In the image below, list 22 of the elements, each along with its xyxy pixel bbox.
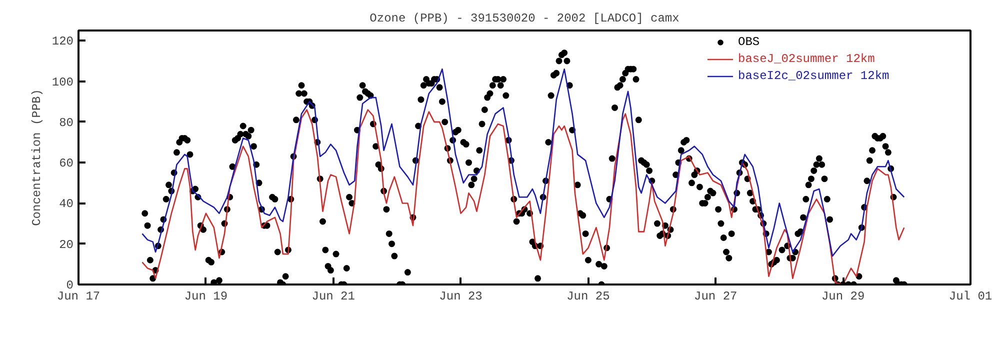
x-tick-label: Jul 01 (948, 290, 992, 304)
y-tick-label: 100 (52, 75, 74, 90)
x-tick-label: Jun 25 (566, 290, 610, 304)
x-tick-label: Jun 21 (312, 290, 355, 304)
legend-label: baseJ_02summer 12km (738, 52, 876, 66)
x-tick-label: Jun 27 (694, 290, 738, 304)
x-tick-label: Jun 19 (184, 290, 228, 304)
x-tick-label: Jun 17 (56, 290, 100, 304)
line-series (142, 68, 905, 257)
line-series (142, 109, 905, 284)
y-tick-label: 0 (66, 278, 74, 292)
y-tick-label: 120 (52, 34, 74, 49)
x-tick-label: Jun 29 (821, 290, 865, 304)
y-tick-label: 60 (59, 156, 74, 171)
legend-label: baseI2c_02summer 12km (738, 69, 890, 83)
y-axis-title: Concentration (PPB) (30, 89, 44, 226)
y-tick-label: 80 (59, 116, 74, 130)
x-tick-label: Jun 23 (439, 290, 482, 304)
y-tick-label: 40 (59, 197, 74, 212)
legend-label: OBS (738, 35, 761, 49)
y-tick-label: 20 (59, 238, 74, 252)
chart-title: Ozone (PPB) - 391530020 - 2002 [LADCO] camx (370, 12, 680, 26)
